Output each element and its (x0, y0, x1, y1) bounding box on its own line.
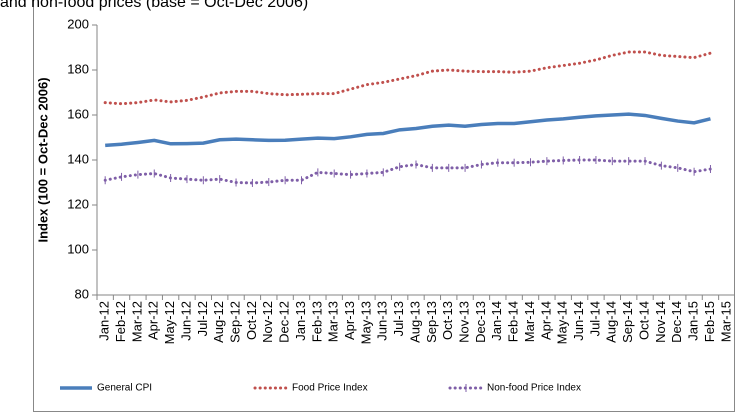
x-tick-label: Sep-14 (620, 301, 635, 343)
x-tick-label: Mar-12 (129, 301, 144, 342)
x-tick-label: Jul-13 (391, 301, 406, 336)
line-series (105, 112, 711, 148)
legend-label: General CPI (97, 383, 152, 394)
x-tick-label: May-14 (555, 301, 570, 344)
x-tick-label: Feb-14 (506, 301, 521, 342)
legend-label: Non-food Price Index (487, 383, 581, 394)
line-series (103, 50, 712, 106)
x-tick-label: Oct-14 (636, 301, 651, 340)
x-tick-label: Jun-13 (375, 301, 390, 341)
y-tick-label: 180 (67, 61, 89, 76)
y-tick-label: 140 (67, 151, 89, 166)
x-tick-label: Jul-12 (195, 301, 210, 336)
x-tick-label: Aug-14 (604, 301, 619, 343)
x-tick-label: Jan-12 (97, 301, 112, 341)
chart-title: and non-food prices (base = Oct-Dec 2006… (0, 0, 308, 11)
y-tick-label: 100 (67, 241, 89, 256)
x-tick-label: Aug-13 (407, 301, 422, 343)
x-tick-label: Nov-14 (653, 301, 668, 343)
x-tick-label: Mar-14 (522, 301, 537, 342)
x-tick-label: Nov-13 (457, 301, 472, 343)
x-tick-label: Feb-13 (309, 301, 324, 342)
x-tick-label: Oct-12 (244, 301, 259, 340)
x-tick-label: Jul-14 (587, 301, 602, 336)
y-axis-label: Index (100 = Oct-Dec 2006) (35, 77, 50, 242)
x-tick-label: Apr-14 (538, 301, 553, 340)
y-tick-label: 120 (67, 196, 89, 211)
y-tick-label: 80 (75, 286, 89, 301)
x-tick-label: Nov-12 (260, 301, 275, 343)
y-tick-label: 200 (67, 16, 89, 31)
x-tick-label: Jun-12 (178, 301, 193, 341)
x-tick-label: Dec-12 (277, 301, 292, 343)
x-tick-label: Jan-14 (489, 301, 504, 341)
x-tick-label: Dec-13 (473, 301, 488, 343)
y-tick-label: 160 (67, 106, 89, 121)
x-tick-label: Apr-12 (146, 301, 161, 340)
x-tick-label: Feb-12 (113, 301, 128, 342)
x-tick-label: Feb-15 (702, 301, 717, 342)
x-tick-label: Dec-14 (669, 301, 684, 343)
x-tick-label: Sep-12 (227, 301, 242, 343)
chart-frame (33, 0, 735, 412)
x-tick-label: Jun-14 (571, 301, 586, 341)
line-series (103, 158, 712, 185)
x-tick-label: Apr-13 (342, 301, 357, 340)
x-tick-label: Sep-13 (424, 301, 439, 343)
x-tick-label: Mar-13 (326, 301, 341, 342)
x-tick-label: Jan-15 (686, 301, 701, 341)
legend-label: Food Price Index (292, 383, 368, 394)
x-tick-label: Aug-12 (211, 301, 226, 343)
x-tick-label: Mar-15 (718, 301, 733, 342)
x-tick-label: Jan-13 (293, 301, 308, 341)
x-tick-label: May-13 (358, 301, 373, 344)
x-tick-label: May-12 (162, 301, 177, 344)
x-tick-label: Oct-13 (440, 301, 455, 340)
